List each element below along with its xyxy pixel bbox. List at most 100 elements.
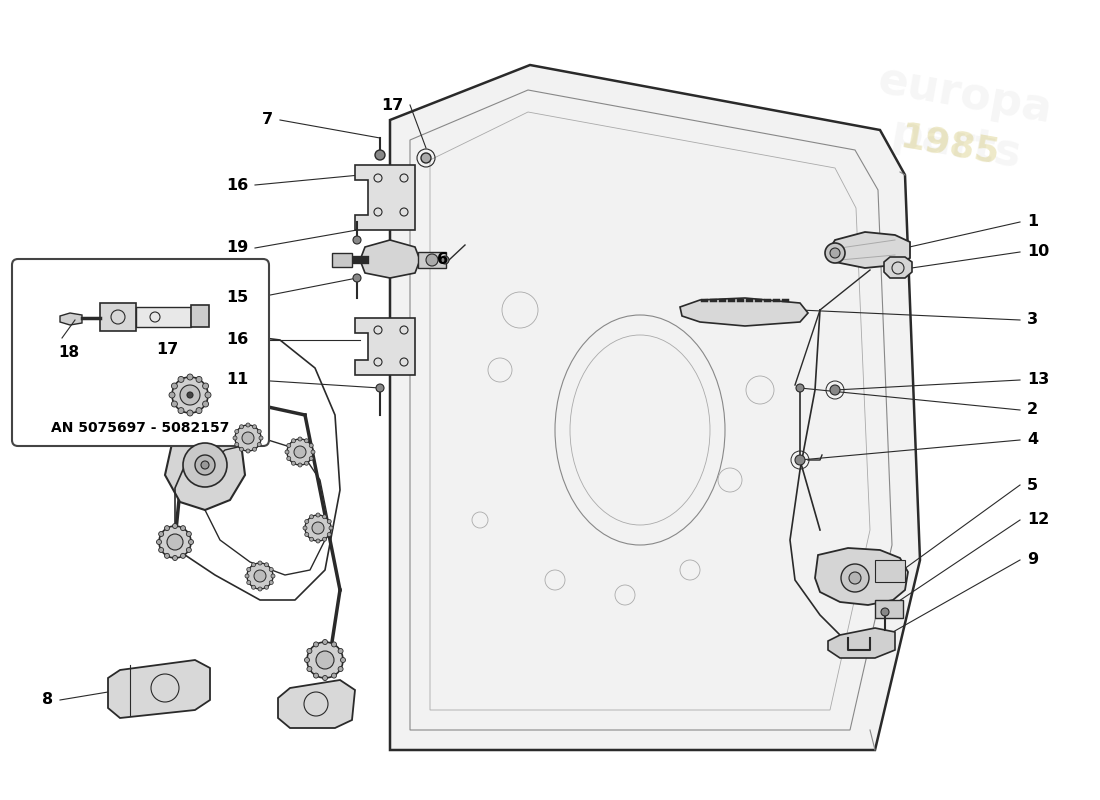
Polygon shape bbox=[390, 65, 920, 750]
Circle shape bbox=[322, 514, 327, 518]
Circle shape bbox=[240, 447, 243, 451]
Circle shape bbox=[294, 446, 306, 458]
Circle shape bbox=[316, 513, 320, 517]
Circle shape bbox=[305, 438, 308, 442]
Circle shape bbox=[240, 425, 243, 429]
Polygon shape bbox=[355, 165, 415, 230]
Circle shape bbox=[160, 526, 191, 558]
Bar bbox=[874, 600, 903, 618]
Circle shape bbox=[331, 673, 337, 678]
Circle shape bbox=[180, 554, 186, 558]
Circle shape bbox=[796, 384, 804, 392]
Circle shape bbox=[322, 675, 328, 681]
Text: 17: 17 bbox=[381, 98, 403, 113]
Polygon shape bbox=[165, 420, 245, 510]
Circle shape bbox=[307, 642, 343, 678]
Text: a passion for parts since 1985: a passion for parts since 1985 bbox=[412, 465, 707, 575]
Polygon shape bbox=[828, 628, 895, 658]
Text: 16: 16 bbox=[226, 333, 248, 347]
Circle shape bbox=[305, 462, 308, 466]
Circle shape bbox=[233, 436, 236, 440]
Circle shape bbox=[246, 581, 251, 585]
Circle shape bbox=[329, 526, 333, 530]
Text: 12: 12 bbox=[1027, 513, 1049, 527]
Circle shape bbox=[246, 423, 250, 427]
Circle shape bbox=[253, 447, 256, 451]
Circle shape bbox=[285, 450, 289, 454]
Circle shape bbox=[254, 570, 266, 582]
Text: 11: 11 bbox=[226, 373, 248, 387]
Text: 15: 15 bbox=[226, 290, 248, 306]
Circle shape bbox=[201, 461, 209, 469]
Circle shape bbox=[353, 236, 361, 244]
Circle shape bbox=[158, 547, 164, 553]
Circle shape bbox=[292, 462, 296, 466]
Circle shape bbox=[173, 523, 177, 529]
Circle shape bbox=[309, 457, 313, 461]
Circle shape bbox=[312, 522, 324, 534]
Circle shape bbox=[165, 526, 169, 530]
FancyBboxPatch shape bbox=[12, 259, 270, 446]
Circle shape bbox=[353, 274, 361, 282]
Circle shape bbox=[246, 449, 250, 453]
Circle shape bbox=[338, 649, 343, 654]
Text: 13: 13 bbox=[1027, 373, 1049, 387]
Polygon shape bbox=[108, 660, 210, 718]
Circle shape bbox=[302, 526, 307, 530]
Circle shape bbox=[234, 442, 239, 446]
Circle shape bbox=[172, 377, 208, 413]
Circle shape bbox=[311, 450, 315, 454]
Circle shape bbox=[235, 425, 261, 451]
Circle shape bbox=[842, 564, 869, 592]
Circle shape bbox=[248, 563, 273, 589]
Circle shape bbox=[376, 384, 384, 392]
Circle shape bbox=[234, 430, 239, 434]
Text: 16: 16 bbox=[226, 178, 248, 193]
Circle shape bbox=[252, 586, 255, 590]
Text: 17: 17 bbox=[156, 342, 178, 358]
Circle shape bbox=[314, 642, 319, 647]
Polygon shape bbox=[60, 313, 82, 325]
Circle shape bbox=[156, 539, 162, 545]
Text: 9: 9 bbox=[1027, 553, 1038, 567]
Circle shape bbox=[316, 539, 320, 543]
Circle shape bbox=[180, 526, 186, 530]
Circle shape bbox=[246, 567, 251, 571]
Circle shape bbox=[322, 538, 327, 542]
Circle shape bbox=[331, 642, 337, 647]
Text: 8: 8 bbox=[42, 693, 53, 707]
Circle shape bbox=[305, 515, 331, 541]
Circle shape bbox=[264, 562, 268, 566]
Circle shape bbox=[172, 401, 177, 407]
Circle shape bbox=[309, 443, 313, 447]
Bar bbox=[332, 253, 352, 267]
Circle shape bbox=[338, 666, 343, 671]
Text: 1: 1 bbox=[1027, 214, 1038, 230]
Circle shape bbox=[165, 554, 169, 558]
Circle shape bbox=[257, 430, 262, 434]
Text: 6: 6 bbox=[437, 253, 448, 267]
Circle shape bbox=[258, 436, 263, 440]
Circle shape bbox=[298, 437, 302, 441]
Circle shape bbox=[196, 377, 202, 382]
Circle shape bbox=[187, 410, 192, 416]
Text: 2: 2 bbox=[1027, 402, 1038, 418]
Text: 5: 5 bbox=[1027, 478, 1038, 493]
Text: 3: 3 bbox=[1027, 313, 1038, 327]
Circle shape bbox=[187, 374, 192, 380]
Circle shape bbox=[253, 425, 256, 429]
Circle shape bbox=[270, 581, 273, 585]
Bar bbox=[874, 560, 905, 582]
Text: 7: 7 bbox=[262, 113, 273, 127]
Circle shape bbox=[186, 531, 191, 537]
Circle shape bbox=[245, 574, 249, 578]
Circle shape bbox=[305, 533, 309, 537]
Circle shape bbox=[341, 658, 345, 662]
Circle shape bbox=[316, 651, 334, 669]
Polygon shape bbox=[884, 257, 912, 278]
Circle shape bbox=[314, 673, 319, 678]
Circle shape bbox=[167, 534, 183, 550]
Circle shape bbox=[287, 443, 290, 447]
Circle shape bbox=[426, 254, 438, 266]
Circle shape bbox=[825, 243, 845, 263]
